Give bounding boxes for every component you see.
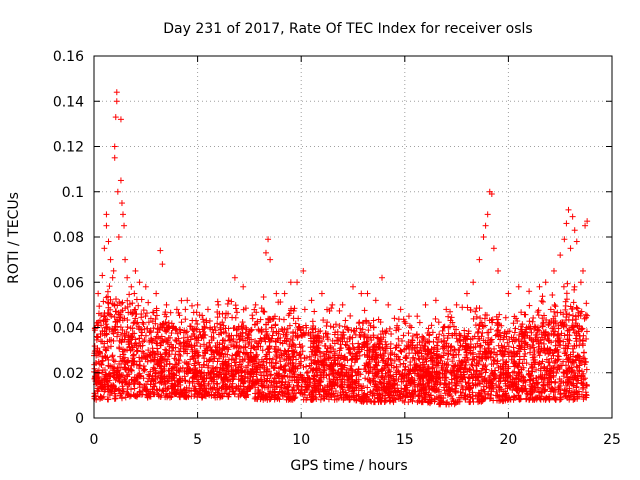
data-point	[189, 303, 195, 309]
data-point	[417, 320, 423, 326]
data-point	[276, 316, 282, 322]
data-points	[91, 89, 590, 407]
data-point	[336, 308, 342, 314]
data-point	[362, 307, 368, 313]
data-point	[459, 304, 465, 310]
data-point	[145, 300, 151, 306]
data-point	[553, 370, 559, 376]
data-point	[342, 317, 348, 323]
data-point	[311, 308, 317, 314]
data-point	[261, 294, 267, 300]
data-point	[116, 346, 122, 352]
data-point	[140, 320, 146, 326]
data-point	[302, 306, 308, 312]
data-point	[182, 306, 188, 312]
data-point	[106, 283, 112, 289]
data-point	[273, 321, 279, 327]
data-point	[184, 328, 190, 334]
data-point	[233, 305, 239, 311]
data-point	[168, 310, 174, 316]
data-point	[407, 323, 413, 329]
data-point	[212, 355, 218, 361]
data-point	[571, 299, 577, 305]
chart-title: Day 231 of 2017, Rate Of TEC Index for r…	[163, 21, 532, 37]
data-point	[111, 357, 117, 363]
data-point	[281, 317, 287, 323]
data-point	[530, 315, 536, 321]
data-point	[526, 318, 532, 324]
data-point	[526, 303, 532, 309]
data-point	[260, 308, 266, 314]
data-point	[426, 326, 432, 332]
data-point	[540, 299, 546, 305]
data-point	[347, 313, 353, 319]
data-point	[182, 316, 188, 322]
data-point	[391, 315, 397, 321]
data-point	[215, 299, 221, 305]
data-point	[108, 313, 114, 319]
data-point	[113, 296, 119, 302]
